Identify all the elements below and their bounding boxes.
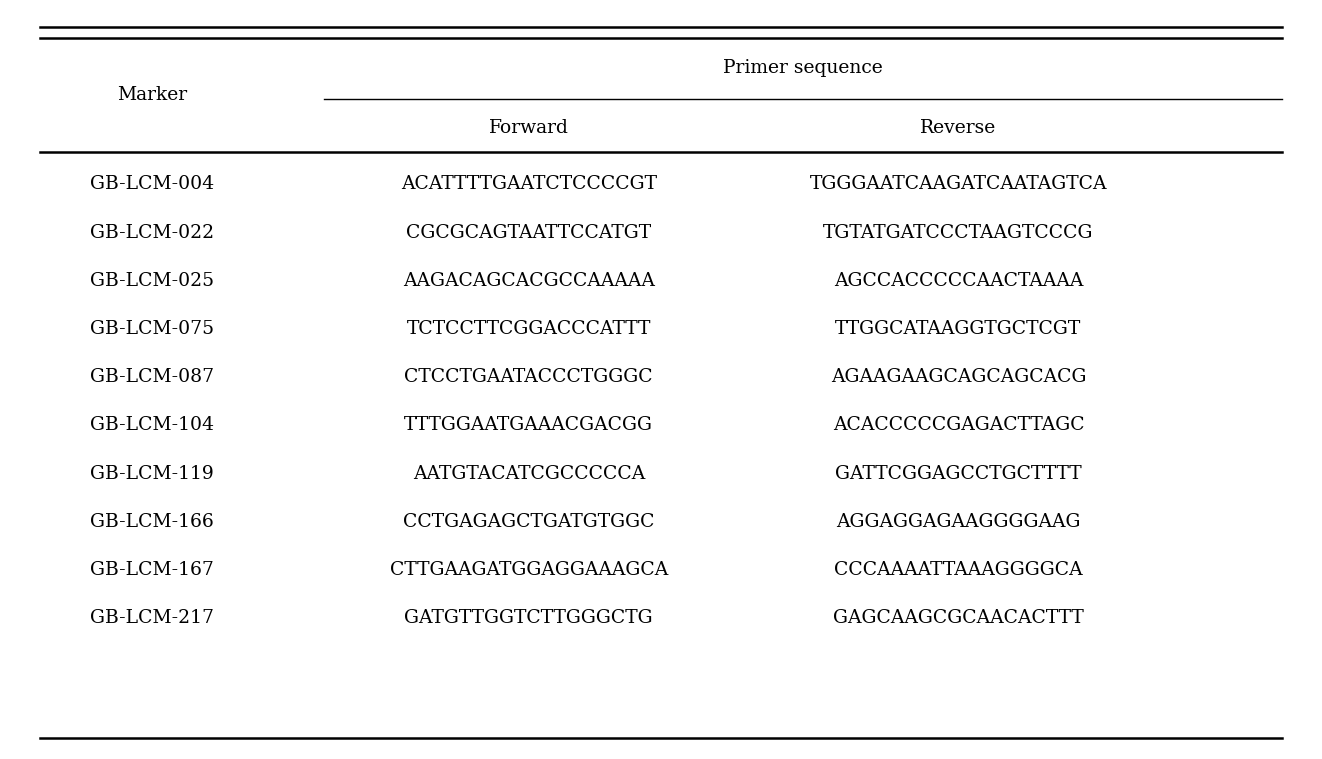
Text: TGTATGATCCCTAAGTCCCG: TGTATGATCCCTAAGTCCCG bbox=[824, 224, 1093, 241]
Text: CGCGCAGTAATTCCATGT: CGCGCAGTAATTCCATGT bbox=[406, 224, 652, 241]
Text: CTTGAAGATGGAGGAAAGCA: CTTGAAGATGGAGGAAAGCA bbox=[390, 561, 668, 579]
Text: CTCCTGAATACCCTGGGC: CTCCTGAATACCCTGGGC bbox=[405, 368, 653, 386]
Text: GB-LCM-217: GB-LCM-217 bbox=[90, 609, 214, 627]
Text: TTTGGAATGAAACGACGG: TTTGGAATGAAACGACGG bbox=[405, 417, 653, 434]
Text: GB-LCM-167: GB-LCM-167 bbox=[90, 561, 214, 579]
Text: AGGAGGAGAAGGGGAAG: AGGAGGAGAAGGGGAAG bbox=[837, 513, 1080, 531]
Text: TTGGCATAAGGTGCTCGT: TTGGCATAAGGTGCTCGT bbox=[836, 320, 1081, 338]
Text: GATGTTGGTCTTGGGCTG: GATGTTGGTCTTGGGCTG bbox=[405, 609, 653, 627]
Text: TGGGAATCAAGATCAATAGTCA: TGGGAATCAAGATCAATAGTCA bbox=[809, 175, 1108, 194]
Text: GB-LCM-166: GB-LCM-166 bbox=[90, 513, 214, 531]
Text: GB-LCM-075: GB-LCM-075 bbox=[90, 320, 214, 338]
Text: GATTCGGAGCCTGCTTTT: GATTCGGAGCCTGCTTTT bbox=[836, 465, 1081, 483]
Text: CCCAAAATTAAAGGGGCA: CCCAAAATTAAAGGGGCA bbox=[834, 561, 1083, 579]
Text: GB-LCM-022: GB-LCM-022 bbox=[90, 224, 214, 241]
Text: ACATTTTGAATCTCCCCGT: ACATTTTGAATCTCCCCGT bbox=[401, 175, 657, 194]
Text: Marker: Marker bbox=[116, 86, 188, 104]
Text: CCTGAGAGCTGATGTGGC: CCTGAGAGCTGATGTGGC bbox=[403, 513, 654, 531]
Text: GB-LCM-025: GB-LCM-025 bbox=[90, 272, 214, 290]
Text: GB-LCM-004: GB-LCM-004 bbox=[90, 175, 214, 194]
Text: GAGCAAGCGCAACACTTT: GAGCAAGCGCAACACTTT bbox=[833, 609, 1084, 627]
Text: AGCCACCCCCAACTAAAA: AGCCACCCCCAACTAAAA bbox=[834, 272, 1083, 290]
Text: ACACCCCCGAGACTTAGC: ACACCCCCGAGACTTAGC bbox=[833, 417, 1084, 434]
Text: AATGTACATCGCCCCCA: AATGTACATCGCCCCCA bbox=[412, 465, 645, 483]
Text: AGAAGAAGCAGCAGCACG: AGAAGAAGCAGCAGCACG bbox=[830, 368, 1087, 386]
Text: GB-LCM-087: GB-LCM-087 bbox=[90, 368, 214, 386]
Text: Reverse: Reverse bbox=[920, 118, 997, 137]
Text: Primer sequence: Primer sequence bbox=[723, 59, 883, 77]
Text: TCTCCTTCGGACCCATTT: TCTCCTTCGGACCCATTT bbox=[407, 320, 650, 338]
Text: GB-LCM-119: GB-LCM-119 bbox=[90, 465, 214, 483]
Text: GB-LCM-104: GB-LCM-104 bbox=[90, 417, 214, 434]
Text: AAGACAGCACGCCAAAAA: AAGACAGCACGCCAAAAA bbox=[403, 272, 654, 290]
Text: Forward: Forward bbox=[489, 118, 568, 137]
